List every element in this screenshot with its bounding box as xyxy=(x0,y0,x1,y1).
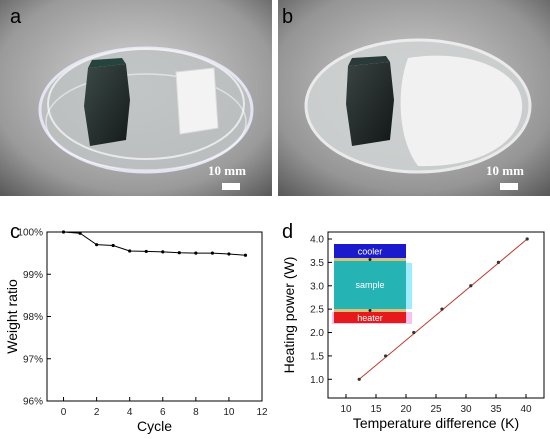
data-point xyxy=(78,231,82,235)
data-point xyxy=(161,250,165,254)
data-point xyxy=(144,249,148,254)
scale-label-b: 10 mm xyxy=(486,163,524,178)
x-tick-label: 40 xyxy=(520,404,532,415)
data-point xyxy=(357,377,361,381)
data-point xyxy=(227,252,231,256)
y-tick-label: 98% xyxy=(23,312,43,323)
x-tick-label: 20 xyxy=(400,404,412,415)
data-point xyxy=(111,243,115,248)
series-line xyxy=(63,231,246,256)
heater-label: heater xyxy=(357,313,383,323)
y-axis-title: Weight ratio xyxy=(4,279,20,354)
x-tick-label: 25 xyxy=(430,404,442,415)
sample-block xyxy=(334,261,406,309)
data-point xyxy=(194,251,198,255)
heater-block xyxy=(334,312,406,323)
x-tick-label: 15 xyxy=(370,404,382,415)
data-point xyxy=(128,249,132,253)
data-point xyxy=(496,260,500,264)
x-tick-label: 10 xyxy=(223,407,235,418)
y-tick-label: 2.5 xyxy=(310,305,324,316)
x-tick-label: 0 xyxy=(61,407,67,418)
data-point xyxy=(525,237,529,241)
data-point xyxy=(384,354,388,358)
scale-bar-b xyxy=(500,183,518,190)
x-tick-label: 10 xyxy=(340,404,352,415)
x-tick-label: 35 xyxy=(490,404,502,415)
x-tick-label: 8 xyxy=(193,407,199,418)
x-tick-label: 6 xyxy=(160,407,166,418)
x-axis-title: Temperature difference (K) xyxy=(353,415,519,431)
chart-c: Weight ratio Cycle 0 2 4 6 8 10 12 96% 97% 98% 99%… xyxy=(4,228,268,435)
thermocouple-bottom xyxy=(368,309,372,312)
panel-label-b: b xyxy=(282,6,294,28)
y-axis-title: Heating power (W) xyxy=(281,257,297,374)
data-point xyxy=(243,253,248,257)
sample-label: sample xyxy=(355,280,384,290)
black-block xyxy=(84,64,130,146)
data-point xyxy=(440,307,444,311)
panel-label-d: d xyxy=(282,221,294,243)
data-point xyxy=(469,284,473,288)
plot-frame xyxy=(46,231,263,402)
scale-bar-a xyxy=(222,183,240,190)
thermocouple-top xyxy=(368,258,372,261)
y-tick-label: 100% xyxy=(17,228,43,239)
data-point xyxy=(210,251,214,255)
y-tick-label: 3.5 xyxy=(310,258,324,269)
x-tick-label: 30 xyxy=(460,404,472,415)
y-tick-label: 2.0 xyxy=(310,328,324,339)
scale-label-a: 10 mm xyxy=(208,163,246,178)
y-tick-label: 1.5 xyxy=(310,351,324,362)
x-axis-title: Cycle xyxy=(137,418,172,434)
cooler-block xyxy=(334,244,406,258)
y-tick-label: 1.0 xyxy=(310,375,324,386)
y-tick-label: 4.0 xyxy=(310,235,324,246)
black-block-b xyxy=(346,62,394,146)
y-tick-label: 96% xyxy=(23,397,43,408)
x-tick-label: 4 xyxy=(127,407,133,418)
data-point xyxy=(412,330,416,335)
x-tick-label: 12 xyxy=(256,407,268,418)
data-point xyxy=(95,243,99,247)
x-tick-label: 2 xyxy=(94,407,100,418)
setup-inset: cooler sample heater xyxy=(332,244,412,324)
photo-a xyxy=(0,0,272,196)
y-tick-label: 97% xyxy=(23,354,43,365)
panel-label-c: c xyxy=(10,221,20,243)
cooler-label: cooler xyxy=(358,247,383,257)
spread-liquid xyxy=(400,55,523,167)
data-point xyxy=(61,230,66,234)
chart-d: Heating power (W) Temperature difference… xyxy=(281,231,545,431)
y-tick-label: 3.0 xyxy=(310,281,324,292)
y-tick-label: 99% xyxy=(23,270,43,281)
photo-b xyxy=(278,0,550,196)
white-block xyxy=(175,67,219,135)
data-point xyxy=(177,251,181,255)
panel-label-a: a xyxy=(10,6,22,28)
